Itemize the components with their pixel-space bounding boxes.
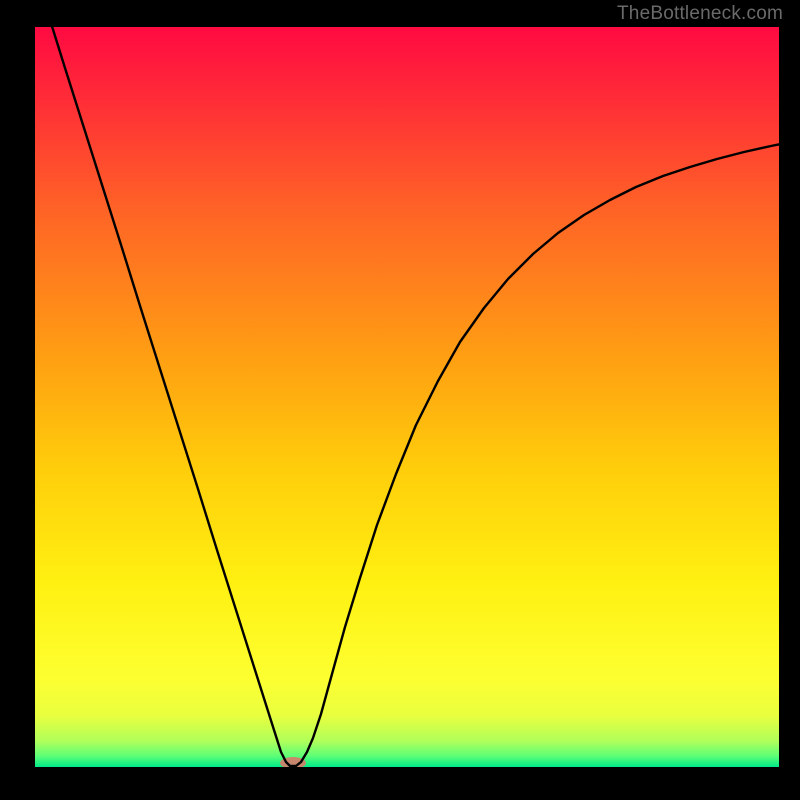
chart-canvas — [0, 0, 800, 800]
gradient-background — [35, 27, 779, 767]
watermark-text: TheBottleneck.com — [617, 3, 783, 25]
frame-left — [0, 0, 35, 800]
frame-bottom — [0, 767, 800, 800]
frame-right — [779, 0, 800, 800]
